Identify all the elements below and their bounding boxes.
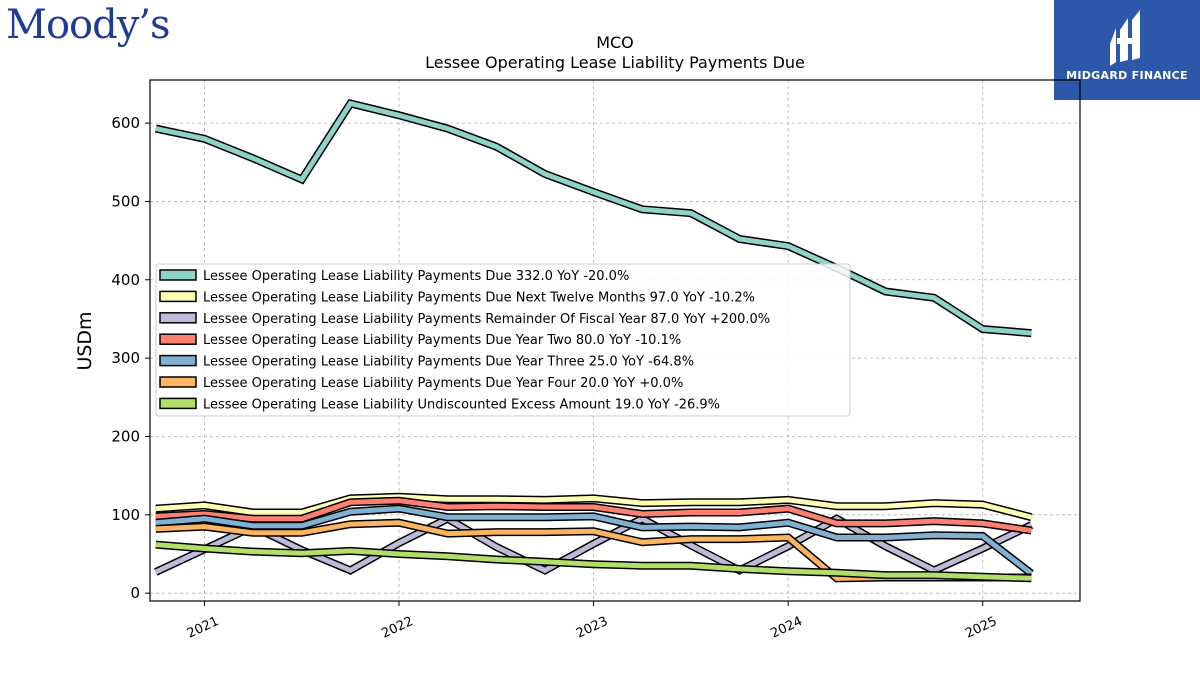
legend-label-5: Lessee Operating Lease Liability Payment… bbox=[203, 355, 694, 370]
y-tick-label: 500 bbox=[111, 192, 140, 210]
y-tick-label: 0 bbox=[130, 584, 140, 602]
legend-swatch-1 bbox=[159, 269, 197, 281]
midgard-finance-wordmark: MIDGARD FINANCE bbox=[1066, 69, 1188, 82]
y-tick-label: 400 bbox=[111, 271, 140, 289]
midgard-finance-logo: MIDGARD FINANCE bbox=[1054, 0, 1200, 100]
legend-swatch-2 bbox=[159, 290, 197, 303]
legend-label-4: Lessee Operating Lease Liability Payment… bbox=[203, 333, 681, 348]
legend-swatch-4 bbox=[159, 333, 197, 345]
series-line-5 bbox=[155, 506, 1033, 576]
legend-box bbox=[155, 263, 851, 417]
series-line-4 bbox=[155, 498, 1032, 533]
chart-subtitle: Lessee Operating Lease Liability Payment… bbox=[425, 53, 805, 72]
legend-label-1: Lessee Operating Lease Liability Payment… bbox=[203, 269, 629, 284]
series-layer bbox=[154, 98, 1034, 583]
x-tick-label: 2021 bbox=[185, 614, 221, 642]
x-tick-label: 2025 bbox=[963, 614, 999, 642]
plot-frame bbox=[149, 79, 1081, 602]
y-axis-label: USDm bbox=[74, 311, 96, 370]
midgard-emblem-icon bbox=[1110, 10, 1140, 66]
y-tick-label: 200 bbox=[111, 427, 140, 445]
series-line-2 bbox=[155, 494, 1033, 520]
series-line-7 bbox=[155, 542, 1032, 581]
legend-swatch-5 bbox=[159, 354, 197, 367]
y-tick-label: 100 bbox=[111, 506, 140, 524]
chart-title: MCO bbox=[596, 33, 634, 52]
legend-label-2: Lessee Operating Lease Liability Payment… bbox=[203, 290, 755, 305]
legend-label-3: Lessee Operating Lease Liability Payment… bbox=[203, 312, 770, 327]
y-tick-label: 300 bbox=[111, 349, 140, 367]
legend: Lessee Operating Lease Liability Payment… bbox=[155, 263, 851, 417]
x-tick-label: 2024 bbox=[769, 614, 805, 642]
legend-label-6: Lessee Operating Lease Liability Payment… bbox=[203, 376, 683, 391]
y-tick-label: 600 bbox=[111, 114, 140, 132]
x-tick-label: 2022 bbox=[379, 614, 415, 642]
x-tick-label: 2023 bbox=[574, 614, 610, 642]
legend-swatch-6 bbox=[159, 376, 197, 388]
moodys-logo: Moody’s bbox=[6, 2, 171, 48]
legend-label-7: Lessee Operating Lease Liability Undisco… bbox=[203, 397, 720, 412]
legend-swatch-7 bbox=[159, 397, 197, 410]
legend-swatch-3 bbox=[159, 312, 197, 324]
series-line-1 bbox=[155, 100, 1032, 336]
